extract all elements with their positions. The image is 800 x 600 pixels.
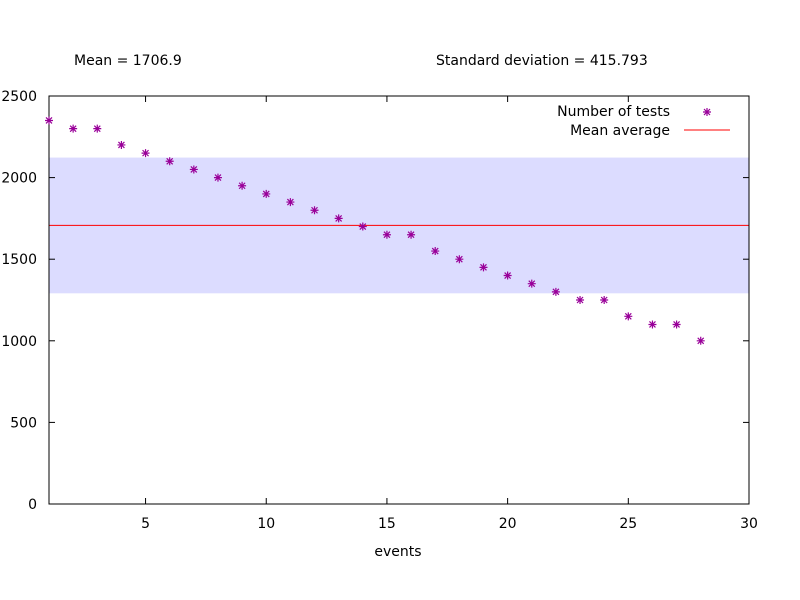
x-tick-label: 30 (740, 516, 758, 532)
data-point (696, 336, 705, 345)
data-point (551, 287, 560, 296)
data-point (189, 165, 198, 174)
std-dev-annotation: Standard deviation = 415.793 (436, 53, 648, 69)
y-tick-label: 2500 (1, 89, 37, 105)
data-point (262, 189, 271, 198)
point-layer (45, 116, 705, 345)
data-point (407, 230, 416, 239)
data-point (69, 124, 78, 133)
data-point (624, 312, 633, 321)
data-point (648, 320, 657, 329)
data-point (576, 296, 585, 304)
x-axis-label: events (374, 544, 421, 560)
data-point (600, 296, 609, 304)
x-tick-label: 5 (141, 516, 150, 532)
data-point (431, 247, 440, 256)
data-point (358, 222, 367, 231)
legend-label-mean-average: Mean average (570, 123, 670, 139)
data-point (165, 157, 174, 166)
x-tick-label: 25 (619, 516, 637, 532)
data-point (479, 263, 488, 272)
data-point (334, 214, 343, 223)
data-point (238, 181, 247, 190)
data-point (213, 173, 222, 182)
x-tick-label: 15 (378, 516, 396, 532)
data-point (117, 140, 126, 149)
legend-marker-star-icon (703, 108, 711, 116)
y-tick-label: 2000 (1, 171, 37, 187)
data-point (45, 116, 53, 125)
data-point (382, 230, 391, 239)
x-tick-label: 20 (499, 516, 517, 532)
data-point (503, 271, 512, 280)
legend-star-mark (703, 108, 711, 116)
data-point (455, 255, 464, 264)
data-point (527, 279, 536, 288)
data-point (310, 206, 319, 215)
data-point (141, 149, 150, 158)
legend-label-number-of-tests: Number of tests (557, 104, 670, 120)
y-tick-label: 0 (28, 497, 37, 513)
data-point (93, 124, 102, 133)
legend: Number of tests Mean average (557, 104, 730, 139)
y-tick-label: 500 (10, 415, 37, 431)
tick-layer: 0 500 1000 1500 2000 2500 5 10 15 20 25 30 (1, 89, 758, 532)
x-tick-label: 10 (257, 516, 275, 532)
y-tick-label: 1500 (1, 252, 37, 268)
data-point (286, 198, 295, 207)
y-tick-label: 1000 (1, 334, 37, 350)
data-point (672, 320, 681, 329)
mean-annotation: Mean = 1706.9 (74, 53, 182, 69)
plot-frame (48, 95, 750, 505)
